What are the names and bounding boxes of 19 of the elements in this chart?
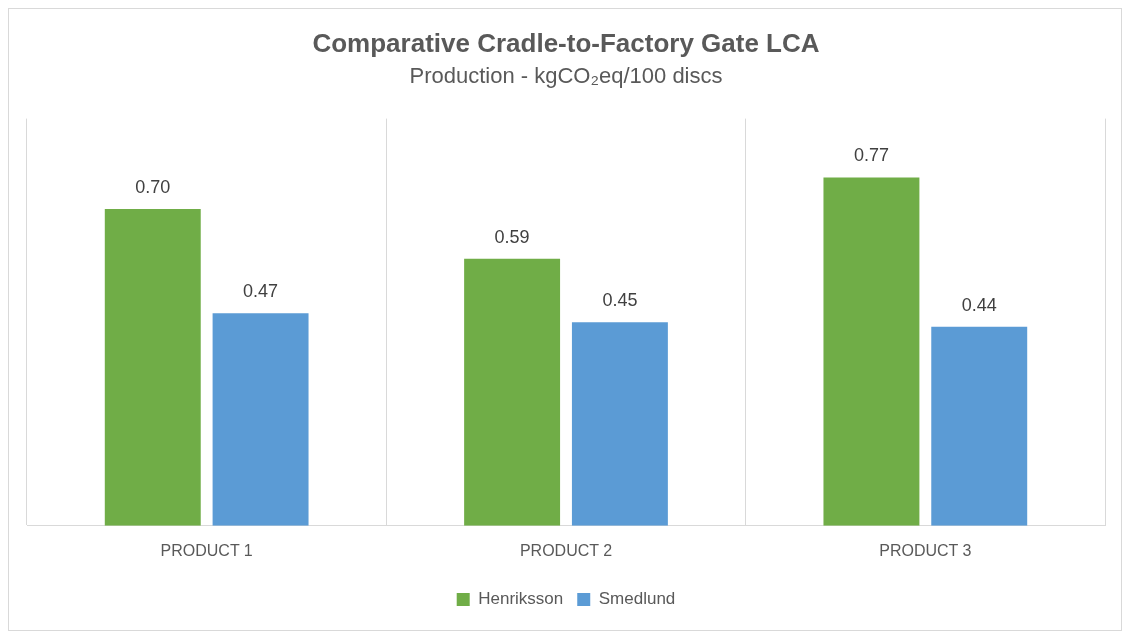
- bar: [104, 209, 201, 526]
- x-tick-label: PRODUCT 3: [879, 541, 972, 559]
- legend-label: Smedlund: [598, 589, 676, 609]
- data-label: 0.47: [243, 281, 279, 302]
- bar: [931, 326, 1028, 526]
- legend-label: Henriksson: [478, 589, 564, 609]
- x-tick-label: PRODUCT 2: [519, 541, 613, 559]
- data-label: 0.70: [135, 177, 171, 198]
- x-tick-label: PRODUCT 1: [160, 541, 253, 559]
- data-label: 0.45: [602, 290, 638, 311]
- bar: [823, 177, 920, 526]
- chart-title: Comparative Cradle-to-Factory Gate LCA: [312, 27, 820, 58]
- data-label: 0.59: [494, 226, 530, 247]
- data-label: 0.77: [853, 145, 889, 166]
- chart-subtitle: Production - kgCO₂eq/100 discs: [409, 63, 723, 89]
- bar: [212, 313, 309, 526]
- data-label: 0.44: [961, 294, 997, 315]
- bar: [571, 322, 668, 526]
- bar: [464, 258, 561, 526]
